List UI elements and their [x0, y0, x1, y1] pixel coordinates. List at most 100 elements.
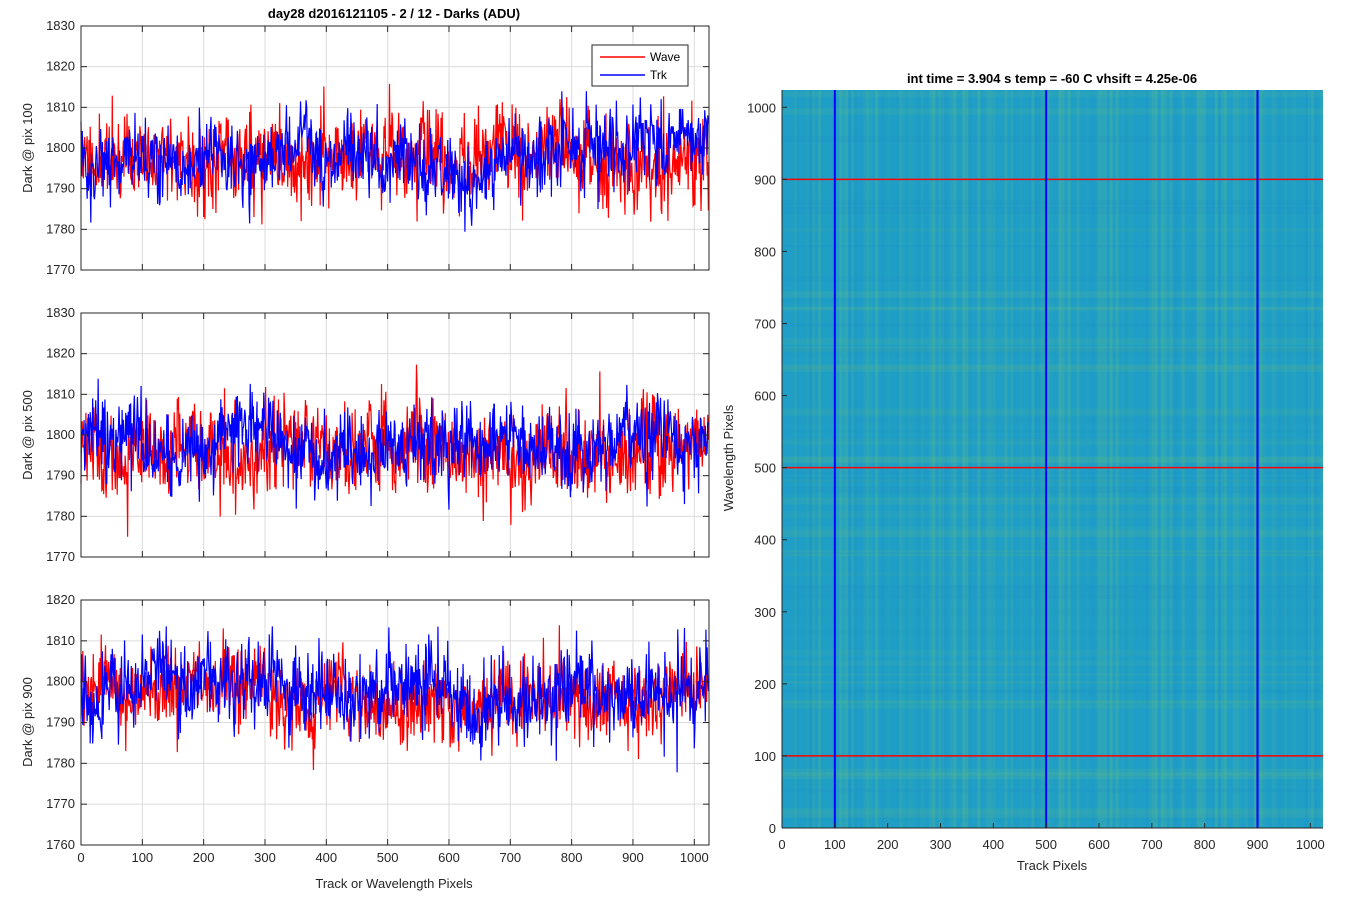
- heatmap-streak: [1124, 90, 1128, 828]
- heatmap-streak: [1019, 90, 1023, 828]
- heatmap-band: [782, 497, 1323, 505]
- heatmap-dark-frame: int time = 3.904 s temp = -60 C vhsift =…: [721, 71, 1325, 873]
- heatmap-band: [782, 298, 1323, 303]
- heatmap-streak: [896, 90, 900, 828]
- x-tick-label: 900: [1247, 837, 1269, 852]
- x-tick-label: 900: [622, 850, 644, 865]
- heatmap-band: [782, 584, 1323, 588]
- heatmap-streak: [1076, 90, 1080, 828]
- x-tick-label: 800: [1194, 837, 1216, 852]
- x-tick-label: 400: [982, 837, 1004, 852]
- y-tick-label: 1830: [46, 305, 75, 320]
- heatmap-streak: [1262, 90, 1266, 828]
- heatmap-streak: [1034, 90, 1038, 828]
- heatmap-streak: [809, 90, 813, 828]
- heatmap-streak: [965, 90, 969, 828]
- series-line-trk: [80, 626, 709, 773]
- y-tick-label: 300: [754, 605, 776, 620]
- heatmap-streak: [1238, 90, 1242, 828]
- y-tick-label: 1780: [46, 508, 75, 523]
- heatmap-streak: [1259, 90, 1263, 828]
- y-tick-label: 1780: [46, 755, 75, 770]
- x-tick-label: 500: [1035, 837, 1057, 852]
- heatmap-streak: [875, 90, 879, 828]
- y-tick-label: 1810: [46, 633, 75, 648]
- heatmap-band: [782, 807, 1323, 813]
- heatmap-band: [782, 307, 1323, 311]
- heatmap-streak: [1307, 90, 1311, 828]
- heatmap-streak: [1067, 90, 1071, 828]
- heatmap-band: [782, 429, 1323, 433]
- heatmap-streak: [1235, 90, 1239, 828]
- heatmap-streak: [854, 90, 858, 828]
- heatmap-streak: [1010, 90, 1014, 828]
- heatmap-streak: [1058, 90, 1062, 828]
- y-tick-label: 1800: [46, 674, 75, 689]
- heatmap-streak: [1319, 90, 1323, 828]
- x-tick-label: 500: [377, 850, 399, 865]
- heatmap-streak: [1175, 90, 1179, 828]
- heatmap-streak: [1160, 90, 1164, 828]
- heatmap-band: [782, 470, 1323, 475]
- heatmap-streak: [992, 90, 996, 828]
- heatmap-streak: [1253, 90, 1257, 828]
- heatmap-streak: [1211, 90, 1215, 828]
- heatmap-streak: [1130, 90, 1134, 828]
- x-tick-label: 700: [499, 850, 521, 865]
- heatmap-band: [782, 585, 1323, 594]
- series-line-trk: [80, 378, 709, 510]
- heatmap-band: [782, 530, 1323, 537]
- heatmap-band: [782, 346, 1323, 352]
- heatmap-streak: [977, 90, 981, 828]
- heatmap-streak: [863, 90, 867, 828]
- heatmap-streak: [902, 90, 906, 828]
- heatmap-band: [782, 681, 1323, 684]
- heatmap-band: [782, 572, 1323, 577]
- heatmap-streak: [944, 90, 948, 828]
- legend-label-trk: Trk: [650, 68, 668, 82]
- heatmap-streak: [1232, 90, 1236, 828]
- y-tick-label: 1770: [46, 262, 75, 277]
- heatmap-streak: [1046, 90, 1050, 828]
- heatmap-band: [782, 207, 1323, 214]
- heatmap-streak: [1148, 90, 1152, 828]
- heatmap-band: [782, 689, 1323, 694]
- heatmap-streak: [1181, 90, 1185, 828]
- heatmap-band: [782, 108, 1323, 115]
- x-tick-label: 200: [193, 850, 215, 865]
- heatmap-streak: [1271, 90, 1275, 828]
- y-tick-label: 1770: [46, 549, 75, 564]
- heatmap-band: [782, 811, 1323, 818]
- y-tick-label: 1790: [46, 181, 75, 196]
- heatmap-streak: [1049, 90, 1053, 828]
- y-tick-label: 1830: [46, 18, 75, 33]
- heatmap-band: [782, 291, 1323, 298]
- heatmap-band: [782, 276, 1323, 282]
- heatmap-band: [782, 457, 1323, 463]
- heatmap-band: [782, 456, 1323, 464]
- heatmap-band: [782, 660, 1323, 667]
- heatmap-streak: [986, 90, 990, 828]
- heatmap-streak: [1304, 90, 1308, 828]
- heatmap-streak: [1250, 90, 1254, 828]
- heatmap-band: [782, 91, 1323, 97]
- heatmap-band: [782, 689, 1323, 694]
- heatmap-streak: [941, 90, 945, 828]
- y-tick-label: 0: [769, 821, 776, 836]
- heatmap-band: [782, 227, 1323, 232]
- heatmap-streak: [1277, 90, 1281, 828]
- heatmap-band: [782, 593, 1323, 600]
- heatmap-streak: [959, 90, 963, 828]
- x-tick-label: 400: [315, 850, 337, 865]
- heatmap-band: [782, 814, 1323, 823]
- heatmap-streak: [851, 90, 855, 828]
- heatmap-band: [782, 199, 1323, 205]
- heatmap-background: [782, 90, 1323, 828]
- heatmap-band: [782, 438, 1323, 442]
- heatmap-band: [782, 407, 1323, 414]
- heatmap-band: [782, 705, 1323, 709]
- heatmap-band: [782, 364, 1323, 372]
- heatmap-streak: [845, 90, 849, 828]
- x-tick-label: 300: [254, 850, 276, 865]
